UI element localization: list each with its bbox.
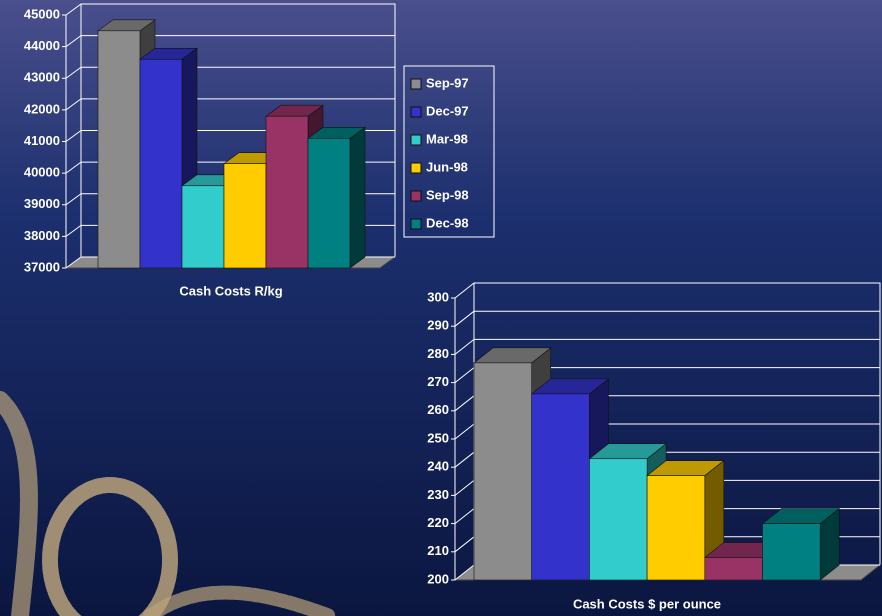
y-tick-label: 280 <box>427 346 449 361</box>
y-tick-label: 210 <box>427 543 449 558</box>
legend-label: Jun-98 <box>426 159 468 174</box>
bar <box>182 186 224 268</box>
y-tick-label: 41000 <box>24 133 60 148</box>
legend-swatch <box>411 107 421 117</box>
y-tick-label: 250 <box>427 430 449 445</box>
y-tick-label: 44000 <box>24 38 60 53</box>
bar <box>589 459 647 580</box>
bar <box>308 138 350 268</box>
bar-side <box>350 127 365 268</box>
bar <box>763 524 821 580</box>
legend-label: Sep-98 <box>426 187 469 202</box>
bar <box>266 116 308 268</box>
bar <box>532 394 590 580</box>
y-tick-label: 300 <box>427 289 449 304</box>
chart-title: Cash Costs R/kg <box>179 283 282 298</box>
legend-label: Mar-98 <box>426 131 468 146</box>
y-tick-label: 40000 <box>24 165 60 180</box>
legend-swatch <box>411 135 421 145</box>
y-tick-label: 220 <box>427 515 449 530</box>
y-tick-label: 200 <box>427 571 449 586</box>
legend-swatch <box>411 191 421 201</box>
chart-title: Cash Costs $ per ounce <box>573 596 721 611</box>
y-tick-label: 260 <box>427 402 449 417</box>
y-tick-label: 39000 <box>24 196 60 211</box>
y-tick-label: 45000 <box>24 6 60 21</box>
bar <box>224 164 266 268</box>
slide: 37000 38000 39000 40000 41000 42000 43000 44000… <box>0 0 882 616</box>
y-tick-label: 230 <box>427 487 449 502</box>
y-tick-label: 270 <box>427 374 449 389</box>
legend-label: Sep-97 <box>426 75 469 90</box>
legend-swatch <box>411 219 421 229</box>
legend-label: Dec-98 <box>426 215 469 230</box>
y-tick-label: 42000 <box>24 101 60 116</box>
y-tick-label: 43000 <box>24 70 60 85</box>
bar <box>98 31 140 268</box>
bar <box>474 363 532 580</box>
y-tick-label: 37000 <box>24 259 60 274</box>
y-tick-label: 240 <box>427 459 449 474</box>
legend-swatch <box>411 163 421 173</box>
legend-swatch <box>411 79 421 89</box>
bar <box>705 557 763 580</box>
y-tick-label: 290 <box>427 318 449 333</box>
bar <box>647 476 705 580</box>
y-tick-label: 38000 <box>24 228 60 243</box>
legend-label: Dec-97 <box>426 103 469 118</box>
bar <box>140 59 182 268</box>
